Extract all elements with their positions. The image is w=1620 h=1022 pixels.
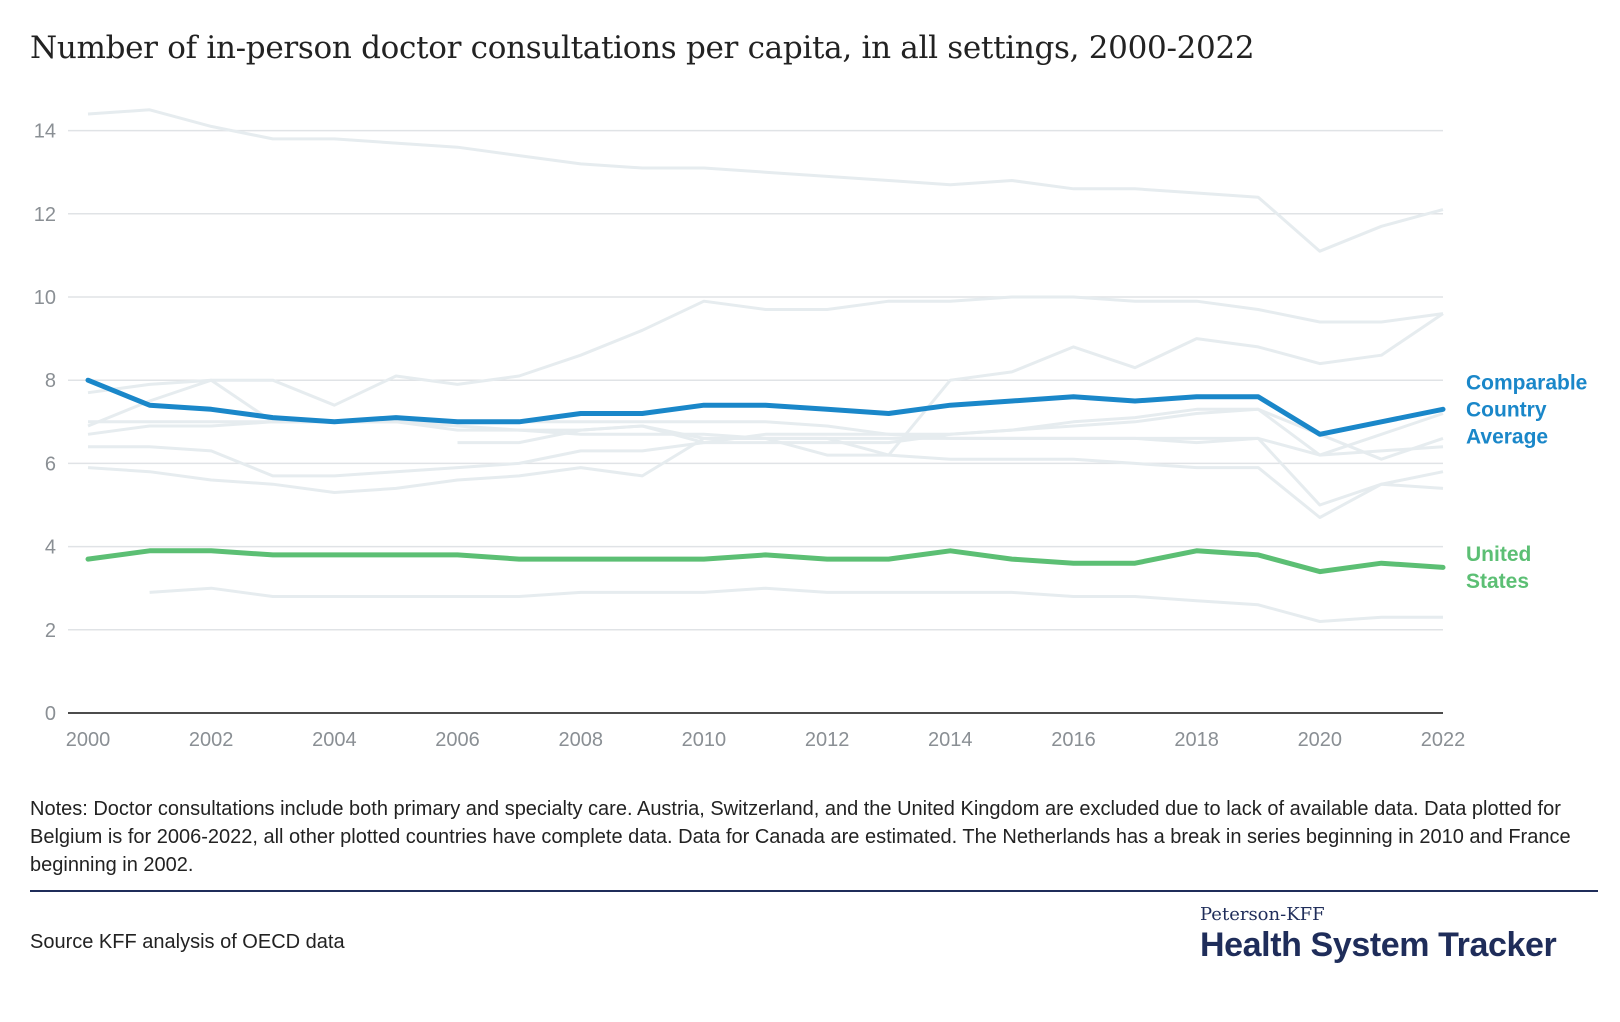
y-tick-label: 14: [34, 121, 56, 143]
x-tick-label: 2004: [312, 729, 357, 751]
background-series-line: [88, 407, 1444, 478]
y-tick-label: 4: [45, 537, 56, 559]
x-tick-label: 2000: [66, 729, 111, 751]
divider: [30, 890, 1598, 892]
y-tick-label: 2: [45, 620, 56, 642]
x-tick-label: 2012: [805, 729, 850, 751]
x-tick-label: 2022: [1421, 729, 1466, 751]
y-tick-label: 6: [45, 453, 56, 475]
series-labels: Comparable Country Average United States: [1466, 371, 1587, 593]
series-label: Country: [1466, 398, 1547, 421]
x-tick-label: 2006: [435, 729, 480, 751]
line-chart: 0 2 4 6 8 10 12 14 2000 2002 2004 2006 2008 2010 2012…: [34, 108, 1587, 751]
y-tick-label: 8: [45, 370, 56, 392]
x-tick-label: 2008: [558, 729, 603, 751]
comparable-country-average-line: [85, 377, 1446, 437]
source-note: Source KFF analysis of OECD data: [30, 931, 345, 953]
series-label: United: [1466, 543, 1531, 566]
series-label: States: [1466, 570, 1529, 593]
background-series-line: [87, 295, 1444, 428]
brand-logo: Health System Tracker: [1200, 926, 1557, 964]
background-series-line: [87, 436, 1444, 519]
series-label: Average: [1466, 425, 1548, 448]
gridlines: [68, 129, 1443, 631]
highlighted-lines: [85, 377, 1446, 575]
brand-subtitle: Peterson-KFF: [1200, 904, 1325, 925]
chart-notes: Notes: Doctor consultations include both…: [30, 798, 1571, 876]
x-axis-ticks: 2000 2002 2004 2006 2008 2010 2012 2014 2016 2018…: [66, 729, 1466, 751]
x-tick-label: 2016: [1051, 729, 1096, 751]
x-tick-label: 2002: [189, 729, 234, 751]
background-series-line: [87, 108, 1444, 253]
y-tick-label: 12: [34, 204, 56, 226]
x-tick-label: 2018: [1174, 729, 1219, 751]
background-country-lines: [87, 108, 1444, 623]
x-tick-label: 2020: [1298, 729, 1343, 751]
y-axis-ticks: 0 2 4 6 8 10 12 14: [34, 121, 56, 725]
series-label: Comparable: [1466, 371, 1587, 394]
united-states-line: [85, 548, 1446, 575]
chart-title: Number of in-person doctor consultations…: [30, 30, 1255, 66]
x-tick-label: 2014: [928, 729, 973, 751]
background-series-line: [149, 586, 1443, 623]
y-tick-label: 0: [45, 703, 56, 725]
y-tick-label: 10: [34, 287, 56, 309]
x-tick-label: 2010: [682, 729, 727, 751]
